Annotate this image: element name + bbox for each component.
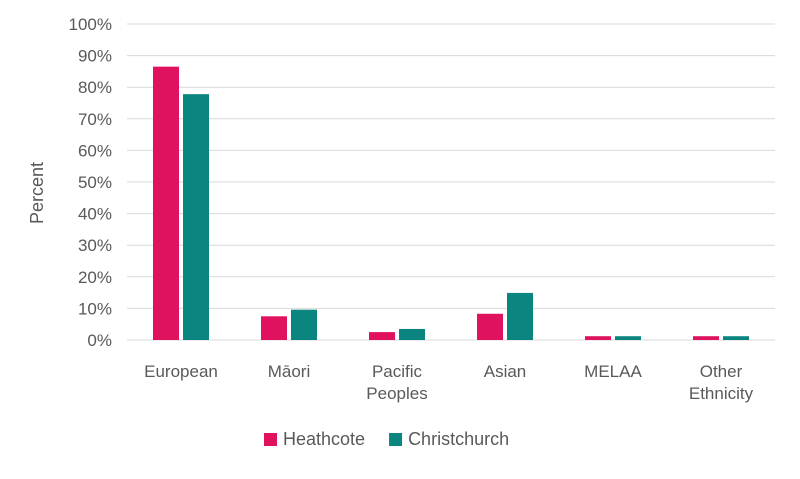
y-tick-label: 60% (78, 141, 112, 160)
bar-heathcote-5 (693, 336, 719, 340)
bar-heathcote-3 (477, 313, 503, 340)
y-tick-label: 30% (78, 236, 112, 255)
y-axis-tick-labels: 0% 10% 20% 30% 40% 50% 60% 70% 80% 90% 100% (69, 15, 112, 350)
bar-heathcote-1 (261, 316, 287, 340)
legend: Heathcote Christchurch (264, 429, 509, 449)
legend-swatch-christchurch (389, 433, 403, 446)
y-tick-label: 100% (69, 15, 112, 34)
x-category-label: Māori (268, 362, 311, 381)
bar-christchurch-4 (615, 336, 641, 340)
x-category-label: Asian (484, 362, 527, 381)
y-axis-title: Percent (27, 162, 47, 224)
x-category-label: Pacific Peoples (366, 362, 427, 403)
y-tick-label: 80% (78, 78, 112, 97)
y-tick-label: 70% (78, 110, 112, 129)
legend-label-heathcote: Heathcote (283, 429, 365, 449)
bar-heathcote-0 (153, 66, 179, 340)
bar-heathcote-4 (585, 336, 611, 340)
bar-christchurch-1 (291, 309, 317, 340)
gridlines (127, 23, 775, 341)
y-tick-label: 90% (78, 47, 112, 66)
x-axis-category-labels: European Māori Pacific Peoples Asian MELAA Oth… (144, 362, 753, 403)
x-category-label: Other Ethnicity (689, 362, 754, 403)
legend-label-christchurch: Christchurch (408, 429, 509, 449)
bar-christchurch-5 (723, 336, 749, 340)
bars (153, 66, 749, 340)
bar-christchurch-2 (399, 328, 425, 340)
x-category-label: European (144, 362, 218, 381)
bar-christchurch-3 (507, 292, 533, 340)
y-tick-label: 10% (78, 299, 112, 318)
legend-swatch-heathcote (264, 433, 277, 446)
y-tick-label: 50% (78, 173, 112, 192)
y-tick-label: 20% (78, 268, 112, 287)
bar-heathcote-2 (369, 332, 395, 340)
x-category-label: MELAA (584, 362, 642, 381)
bar-christchurch-0 (183, 94, 209, 340)
y-tick-label: 40% (78, 205, 112, 224)
y-tick-label: 0% (87, 331, 112, 350)
